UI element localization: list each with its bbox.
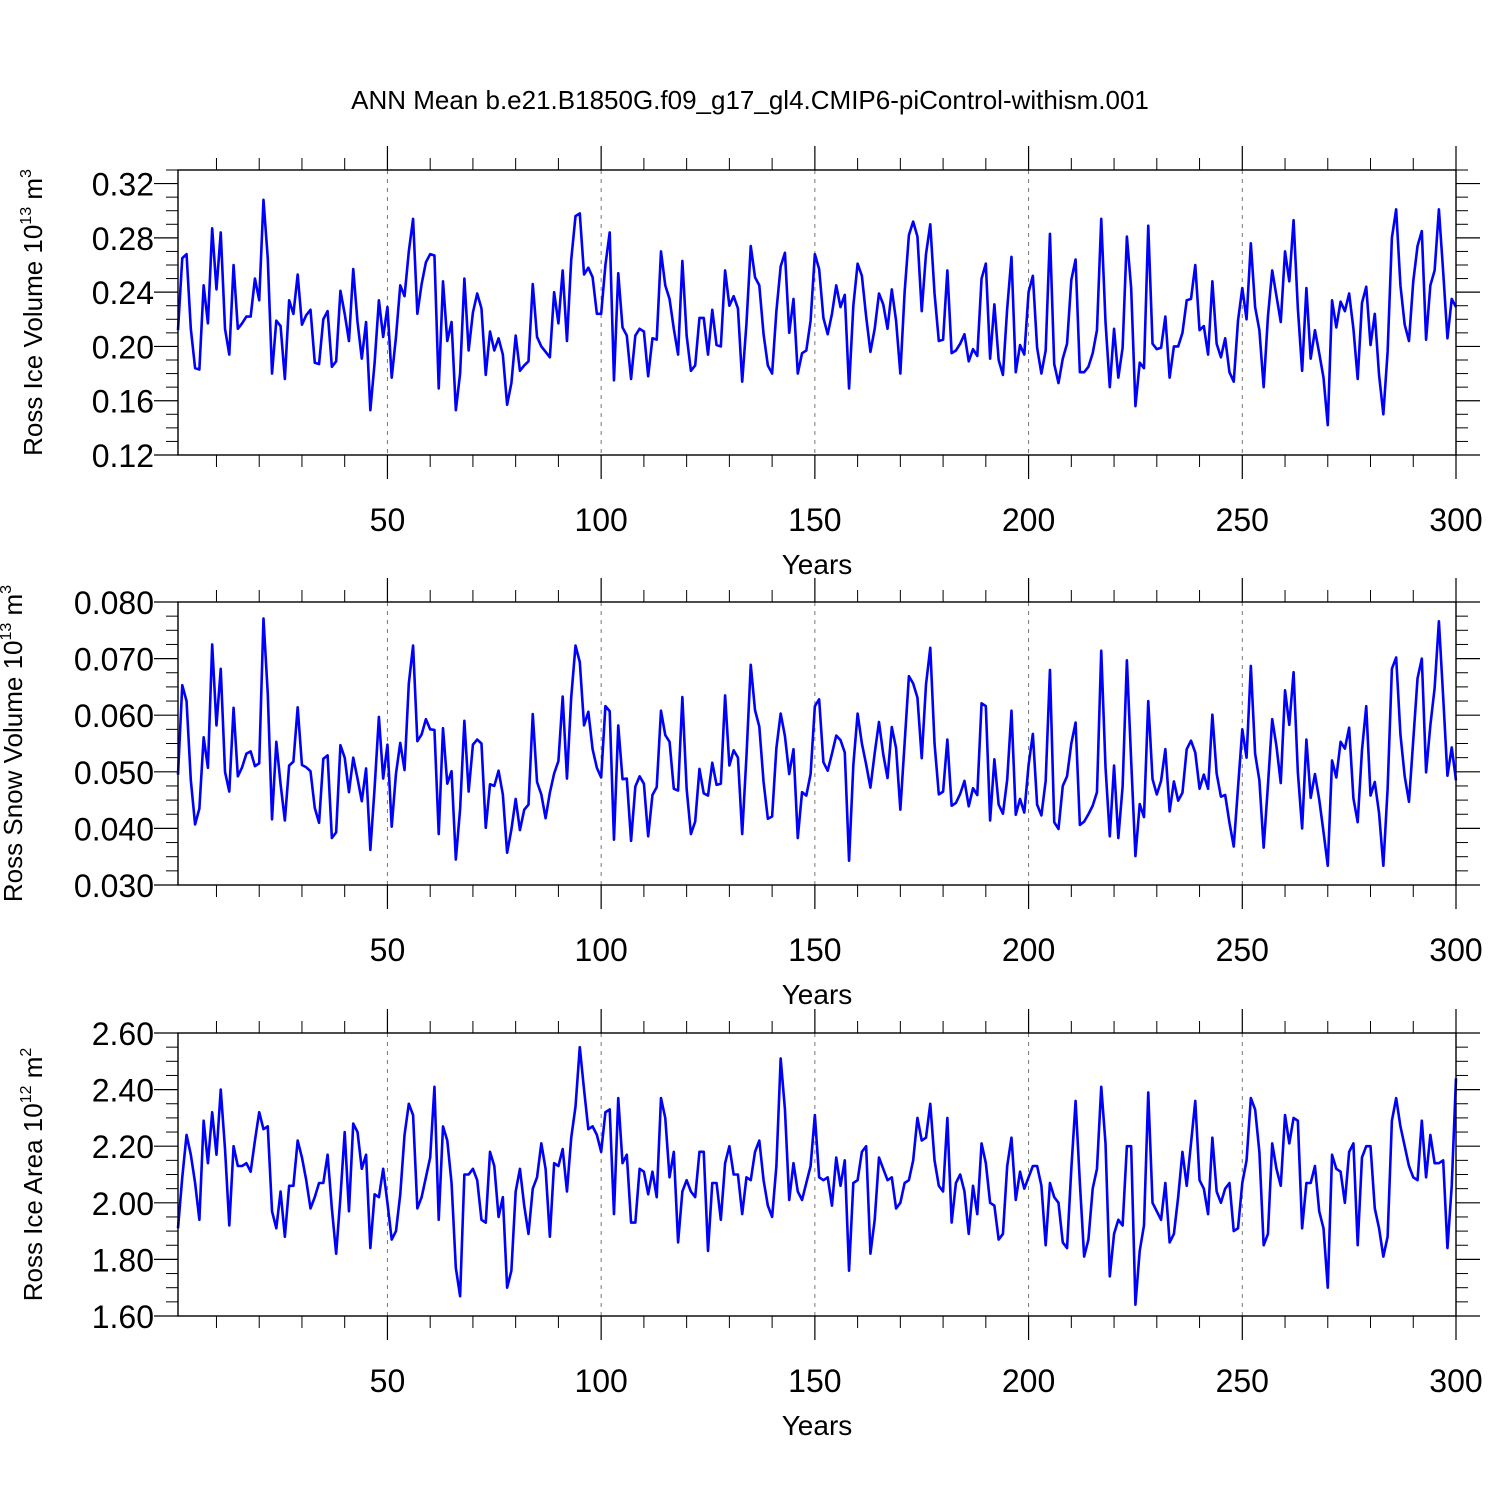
x-tick-label: 100: [574, 932, 627, 968]
x-tick-label: 100: [574, 502, 627, 538]
y-tick-label: 2.00: [92, 1186, 154, 1222]
data-series-line: [176, 1045, 1458, 1306]
x-tick-label: 150: [788, 502, 841, 538]
y-tick-label: 0.20: [92, 329, 154, 365]
x-tick-label: 200: [1002, 1363, 1055, 1399]
y-axis-label: Ross Ice Area 1012 m2: [18, 1048, 48, 1302]
x-tick-label: 200: [1002, 932, 1055, 968]
x-tick-label: 100: [574, 1363, 627, 1399]
x-axis-label: Years: [782, 1410, 853, 1441]
x-axis-label: Years: [782, 549, 853, 580]
x-tick-label: 250: [1216, 1363, 1269, 1399]
panel-1: 50 100 150 200 250 300 0.12 0.16 0.20 0.24 0.28 0.3…: [18, 146, 1483, 580]
x-tick-label: 250: [1216, 932, 1269, 968]
x-tick-label: 50: [370, 1363, 406, 1399]
y-tick-label: 2.60: [92, 1016, 154, 1052]
x-tick-label: 50: [370, 932, 406, 968]
y-tick-label: 0.060: [74, 698, 154, 734]
y-tick-label: 0.24: [92, 275, 154, 311]
y-tick-label: 0.050: [74, 755, 154, 791]
y-tick-label: 0.12: [92, 438, 154, 474]
x-tick-label: 150: [788, 1363, 841, 1399]
x-tick-label: 300: [1429, 1363, 1482, 1399]
plot-frame: [177, 169, 1457, 456]
y-tick-label: 0.16: [92, 384, 154, 420]
data-series-line: [176, 198, 1458, 427]
y-tick-label: 0.070: [74, 642, 154, 678]
x-tick-label: 300: [1429, 502, 1482, 538]
y-tick-label: 0.040: [74, 811, 154, 847]
x-tick-label: 200: [1002, 502, 1055, 538]
y-tick-label: 0.32: [92, 167, 154, 203]
x-tick-label: 300: [1429, 932, 1482, 968]
panels: 50 100 150 200 250 300 0.12 0.16 0.20 0.24 0.28 0.3…: [0, 146, 1483, 1441]
panel-2: 50 100 150 200 250 300 0.030 0.040 0.050 0.060 0.0…: [0, 578, 1483, 1010]
y-tick-label: 0.030: [74, 868, 154, 904]
x-tick-label: 250: [1216, 502, 1269, 538]
x-tick-label: 150: [788, 932, 841, 968]
y-tick-label: 0.28: [92, 221, 154, 257]
x-axis-label: Years: [782, 979, 853, 1010]
y-axis-label: Ross Ice Volume 1013 m3: [18, 169, 48, 456]
panel-3: 50 100 150 200 250 300 1.60 1.80 2.00 2.20 2.40 2.6…: [18, 1009, 1483, 1441]
y-axis-label: Ross Snow Volume 1013 m3: [0, 585, 28, 902]
y-tick-label: 1.80: [92, 1242, 154, 1278]
y-tick-label: 2.20: [92, 1129, 154, 1165]
y-tick-label: 2.40: [92, 1073, 154, 1109]
data-series-line: [176, 617, 1458, 868]
y-tick-label: 1.60: [92, 1299, 154, 1335]
figure-title: ANN Mean b.e21.B1850G.f09_g17_gl4.CMIP6-…: [351, 85, 1149, 115]
x-tick-label: 50: [370, 502, 406, 538]
y-tick-label: 0.080: [74, 585, 154, 621]
